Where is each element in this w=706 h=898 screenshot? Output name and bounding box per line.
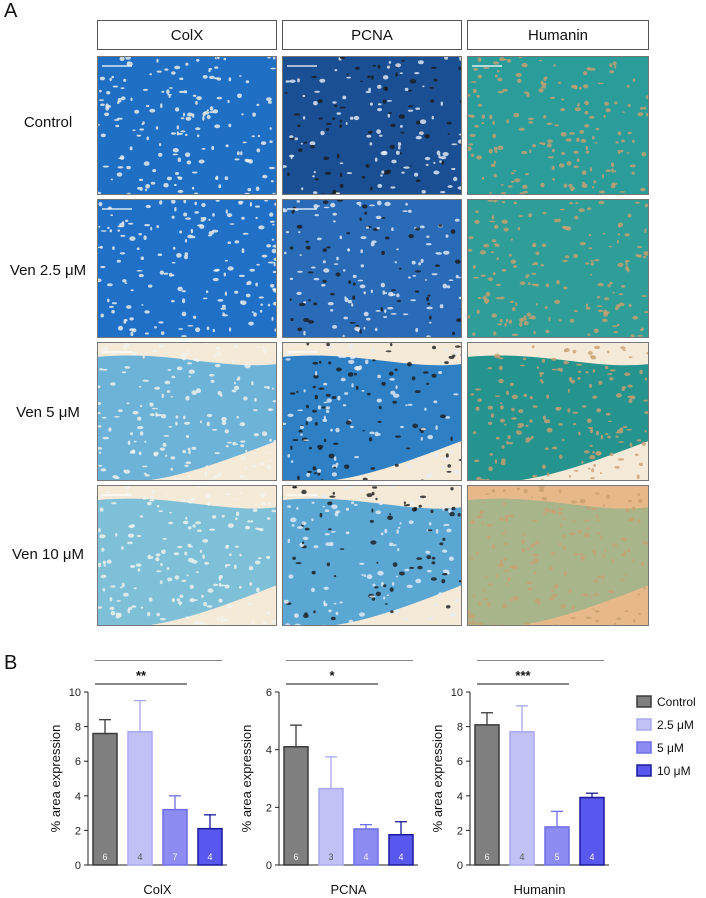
micrograph-humanin-3 [467,342,649,481]
bar-4 [197,827,223,866]
panel-b-letter: B [4,652,18,674]
row-label-control: Control [23,114,73,131]
y-axis-label: % area expression [239,725,254,833]
bar-1 [92,732,118,866]
bar-n-label: 5 [554,852,559,862]
bar-n-label: 6 [102,852,107,862]
micrograph-humanin-4 [467,485,649,626]
significance-label: * [329,668,335,683]
y-tick-label: 8 [457,722,463,734]
micrograph-pcna-2 [282,199,462,338]
y-tick-label: 0 [75,860,81,872]
bar-1 [474,724,500,866]
bar-n-label: 6 [484,852,489,862]
row-label-ven-10: Ven 10 μM [11,546,85,563]
y-tick-label: 6 [75,756,81,768]
y-axis-label: % area expression [430,725,445,833]
y-tick-label: 8 [75,722,81,734]
legend-label-2: 2.5 μM [657,718,694,732]
bar-2 [318,787,344,866]
legend-swatch-1 [636,695,652,708]
bar-2 [127,731,153,866]
bar-n-label: 4 [137,852,142,862]
y-tick-label: 10 [69,687,81,699]
y-axis-label: % area expression [48,725,63,833]
legend-swatch-2 [636,718,652,731]
row-label-ven-5: Ven 5 μM [16,404,80,421]
y-tick-label: 4 [75,791,81,803]
legend-label-1: Control [657,695,696,709]
significance-label: *** [515,668,531,683]
micrograph-pcna-1 [282,56,462,195]
bar-n-label: 3 [328,852,333,862]
bar-n-label: 4 [589,852,594,862]
y-tick-label: 0 [266,860,272,872]
bar-n-label: 6 [293,852,298,862]
x-axis-label: Humanin [513,882,565,897]
bar-2 [509,731,535,866]
legend-label-4: 10 μM [657,764,691,778]
bar-n-label: 4 [363,852,368,862]
row-label-ven-2-5: Ven 2.5 μM [9,262,87,279]
micrograph-colx-4 [97,485,277,626]
micrograph-colx-3 [97,342,277,481]
y-tick-label: 2 [457,825,463,837]
bar-1 [283,746,309,866]
micrograph-pcna-4 [282,485,462,626]
bar-3 [162,808,188,866]
bar-n-label: 7 [172,852,177,862]
legend-swatch-4 [636,764,652,777]
y-tick-label: 2 [266,802,272,814]
micrograph-colx-1 [97,56,277,195]
micrograph-colx-2 [97,199,277,338]
legend-swatch-3 [636,741,652,754]
x-axis-label: PCNA [330,882,366,897]
bar-3 [353,828,379,866]
y-tick-label: 2 [75,825,81,837]
bar-n-label: 4 [519,852,524,862]
bar-n-label: 4 [207,852,212,862]
significance-label: ** [136,668,147,683]
bar-3 [544,826,570,866]
micrograph-humanin-1 [467,56,649,195]
column-header-colx: ColX [97,20,277,50]
column-header-pcna: PCNA [282,20,462,50]
panel-a-letter: A [4,0,18,22]
y-tick-label: 10 [451,687,463,699]
bar-4 [579,796,605,866]
micrograph-humanin-2 [467,199,649,338]
y-tick-label: 0 [457,860,463,872]
column-header-humanin: Humanin [467,20,649,50]
y-tick-label: 4 [266,745,272,757]
legend-label-3: 5 μM [657,741,684,755]
bar-n-label: 4 [398,852,403,862]
x-axis-label: ColX [143,882,172,897]
y-tick-label: 6 [266,687,272,699]
y-tick-label: 4 [457,791,463,803]
micrograph-pcna-3 [282,342,462,481]
y-tick-label: 6 [457,756,463,768]
